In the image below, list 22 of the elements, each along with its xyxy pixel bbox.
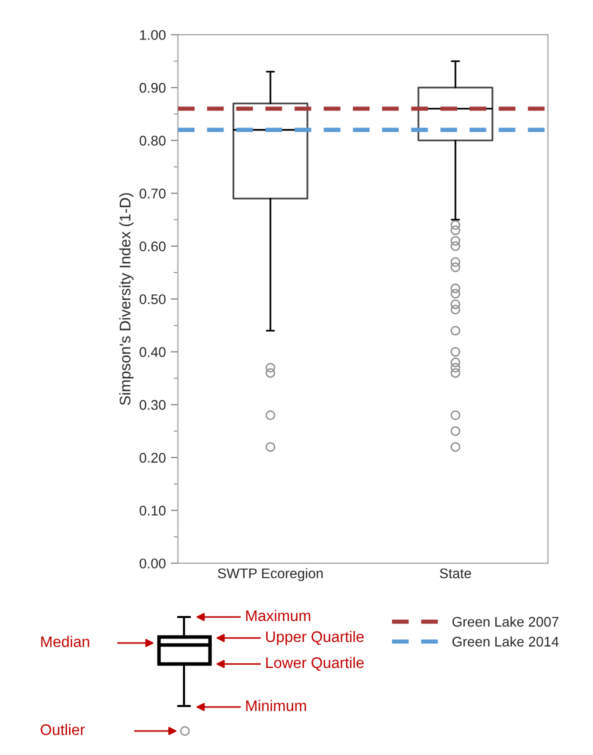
text: Median xyxy=(41,636,90,648)
y-tick-label: 0.40 xyxy=(140,347,166,357)
y-tick-label: 0.30 xyxy=(140,400,166,410)
text: Maximum xyxy=(246,610,310,622)
legend-label: Green Lake 2014 xyxy=(452,636,559,647)
y-tick-label: 0.80 xyxy=(140,136,166,146)
y-tick-label: 0.10 xyxy=(140,506,166,516)
legend-label: Green Lake 2007 xyxy=(452,616,558,627)
y-tick-label: 0.70 xyxy=(140,188,166,198)
y-axis-title: Simpson's Diversity Index (1-D) xyxy=(119,193,134,406)
text: Outlier xyxy=(40,724,85,736)
text: Upper Quartile xyxy=(266,630,364,646)
x-tick-label: State xyxy=(440,568,472,578)
y-tick-label: 0.00 xyxy=(140,558,166,568)
text: Minimum xyxy=(246,700,306,712)
text: Lower Quartile xyxy=(266,656,364,671)
y-tick-label: 0.90 xyxy=(140,82,166,93)
x-tick-label: SWTP Ecoregion xyxy=(218,568,323,582)
y-tick-label: 1.00 xyxy=(140,30,166,40)
y-tick-label: 0.50 xyxy=(140,294,166,304)
y-tick-label: 0.60 xyxy=(140,241,166,252)
y-tick-label: 0.20 xyxy=(140,452,166,463)
